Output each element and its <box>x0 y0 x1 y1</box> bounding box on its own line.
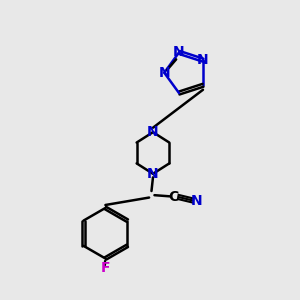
Text: C: C <box>169 190 179 204</box>
Text: N: N <box>147 167 159 181</box>
Text: N: N <box>191 194 203 208</box>
Text: F: F <box>101 261 110 275</box>
Text: N: N <box>158 66 170 80</box>
Text: N: N <box>147 125 159 139</box>
Text: N: N <box>173 45 185 59</box>
Text: N: N <box>197 53 209 67</box>
